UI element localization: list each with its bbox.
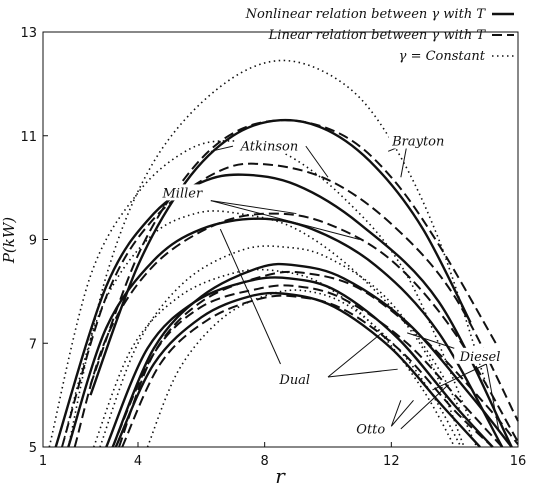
atkinson-dotted-curve: [48, 140, 472, 448]
curves-layer: [48, 59, 519, 448]
miller-label-bg: [156, 184, 209, 201]
atkinson-label-bg: [236, 137, 303, 154]
leader-line: [327, 332, 383, 378]
diesel-solid-curve: [111, 262, 513, 448]
x-tick-label: 8: [261, 454, 269, 469]
legend-label-dotted: γ = Constant: [399, 49, 486, 64]
leader-line: [390, 399, 414, 427]
leader-line: [210, 200, 297, 215]
dual-dotted-curve: [92, 268, 456, 448]
legend-label-dashed: Linear relation between γ with T: [268, 28, 487, 43]
legend-label-solid: Nonlinear relation between γ with T: [245, 7, 487, 22]
y-axis-title: P(kW): [0, 217, 18, 264]
y-tick-label: 7: [29, 337, 37, 352]
leader-line: [390, 400, 402, 427]
annotations-layer: Brayton Atkinson Miller Dual Diesel Otto: [156, 132, 506, 437]
brayton-dotted-curve: [67, 59, 488, 448]
y-tick-label: 9: [29, 234, 37, 249]
otto-dotted-curve: [146, 289, 462, 448]
otto-solid-curve: [114, 291, 481, 448]
leader-line: [219, 228, 281, 365]
miller-dashed-curve: [73, 212, 519, 448]
leader-line: [485, 363, 500, 432]
x-tick-label: 12: [383, 454, 400, 469]
leader-line: [210, 145, 234, 152]
dual-solid-curve: [105, 276, 494, 448]
x-tick-label: 4: [134, 454, 142, 469]
atkinson-solid-curve: [54, 173, 513, 448]
diesel-label: Diesel: [459, 350, 501, 365]
y-tick-label: 5: [29, 441, 37, 456]
leader-line: [432, 363, 487, 391]
leader-line: [400, 143, 408, 178]
atkinson-label: Atkinson: [240, 140, 299, 155]
dual-label: Dual: [278, 373, 310, 388]
x-tick-label: 16: [510, 454, 527, 469]
leader-line: [327, 368, 398, 378]
ticks-layer: 1 4 8 12 16 5 7 9 11 13: [20, 26, 526, 469]
diesel-label-bg: [454, 347, 506, 364]
leader-line: [400, 384, 449, 430]
x-tick-label: 1: [39, 454, 47, 469]
brayton-label-bg: [388, 132, 448, 149]
dual-dashed-curve: [111, 284, 503, 448]
dual-label-bg: [276, 371, 313, 388]
atkinson-dashed-curve: [61, 162, 519, 448]
miller-label: Miller: [161, 186, 202, 201]
otto-label: Otto: [356, 422, 385, 437]
diesel-dotted-curve: [99, 245, 478, 448]
leader-line: [210, 200, 360, 240]
brayton-solid-curve: [89, 118, 472, 396]
x-axis-title: r: [275, 464, 286, 488]
y-tick-label: 11: [20, 130, 37, 145]
leader-line: [305, 145, 329, 178]
brayton-label: Brayton: [391, 135, 444, 150]
miller-solid-curve: [67, 217, 504, 448]
legend: Nonlinear relation between γ with T Linea…: [245, 7, 514, 64]
otto-dashed-curve: [121, 294, 494, 448]
brayton-dashed-curve: [89, 119, 497, 386]
y-tick-label: 13: [20, 26, 37, 41]
otto-label-bg: [352, 420, 389, 437]
